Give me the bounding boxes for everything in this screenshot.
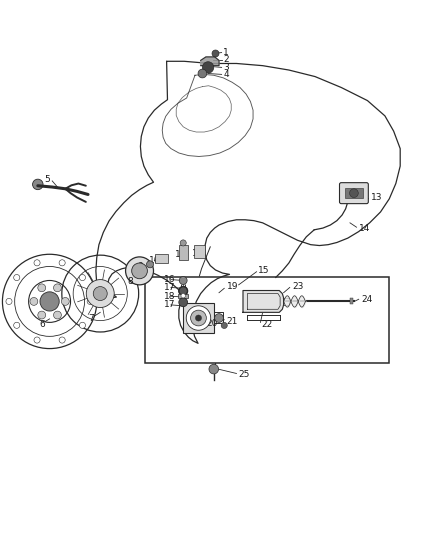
Circle shape (53, 311, 61, 319)
Circle shape (179, 287, 187, 295)
Circle shape (87, 298, 93, 304)
Text: 4: 4 (223, 70, 229, 79)
Circle shape (221, 322, 227, 328)
Circle shape (79, 274, 85, 280)
Circle shape (30, 297, 38, 305)
Circle shape (179, 298, 187, 306)
Text: 24: 24 (361, 295, 372, 304)
Circle shape (195, 315, 201, 321)
Text: 19: 19 (227, 281, 238, 290)
Circle shape (6, 298, 12, 304)
Circle shape (34, 337, 40, 343)
Circle shape (32, 179, 43, 190)
Bar (178, 294, 188, 298)
Circle shape (180, 240, 186, 246)
Circle shape (350, 189, 358, 198)
Text: 13: 13 (371, 193, 382, 202)
Text: 16: 16 (164, 275, 176, 284)
Circle shape (59, 260, 65, 266)
Circle shape (40, 292, 59, 311)
Text: 2: 2 (223, 55, 229, 64)
Bar (194, 245, 205, 258)
Bar (183, 303, 214, 333)
Circle shape (59, 337, 65, 343)
Text: 9: 9 (137, 262, 143, 271)
Bar (155, 254, 168, 263)
Circle shape (61, 297, 69, 305)
Text: 8: 8 (127, 277, 133, 286)
Circle shape (179, 277, 187, 285)
Circle shape (38, 311, 46, 319)
Circle shape (186, 306, 211, 330)
Text: 1: 1 (223, 48, 229, 57)
Circle shape (202, 62, 214, 73)
Text: 23: 23 (292, 281, 304, 290)
Text: 17: 17 (164, 301, 176, 310)
Text: 18: 18 (164, 292, 176, 301)
Text: 11: 11 (174, 250, 186, 259)
Text: 6: 6 (39, 320, 45, 329)
Bar (350, 298, 353, 304)
Circle shape (53, 284, 61, 292)
Circle shape (132, 263, 148, 279)
FancyBboxPatch shape (339, 183, 368, 204)
Circle shape (191, 310, 206, 326)
Circle shape (79, 322, 85, 328)
Text: 14: 14 (359, 223, 370, 232)
Bar (179, 245, 187, 261)
Text: 5: 5 (44, 175, 50, 184)
Text: 17: 17 (164, 283, 176, 292)
Circle shape (126, 257, 153, 285)
Text: 3: 3 (223, 63, 229, 72)
Circle shape (14, 274, 20, 280)
Circle shape (86, 280, 114, 308)
Circle shape (34, 260, 40, 266)
Bar (345, 188, 363, 198)
Text: 20: 20 (206, 319, 217, 328)
Text: 15: 15 (258, 266, 270, 276)
Circle shape (14, 322, 20, 328)
Text: 22: 22 (262, 320, 273, 329)
Circle shape (215, 313, 223, 322)
Text: 7: 7 (88, 313, 94, 322)
Circle shape (209, 364, 219, 374)
Polygon shape (243, 290, 284, 312)
Bar (145, 277, 389, 364)
Text: 25: 25 (239, 370, 250, 379)
Circle shape (181, 294, 185, 298)
Circle shape (147, 261, 153, 268)
Circle shape (38, 284, 46, 292)
Circle shape (93, 287, 107, 301)
Polygon shape (201, 57, 219, 66)
Text: 10: 10 (149, 256, 161, 265)
Text: 21: 21 (227, 317, 238, 326)
Text: 12: 12 (192, 249, 203, 258)
Circle shape (198, 69, 207, 78)
